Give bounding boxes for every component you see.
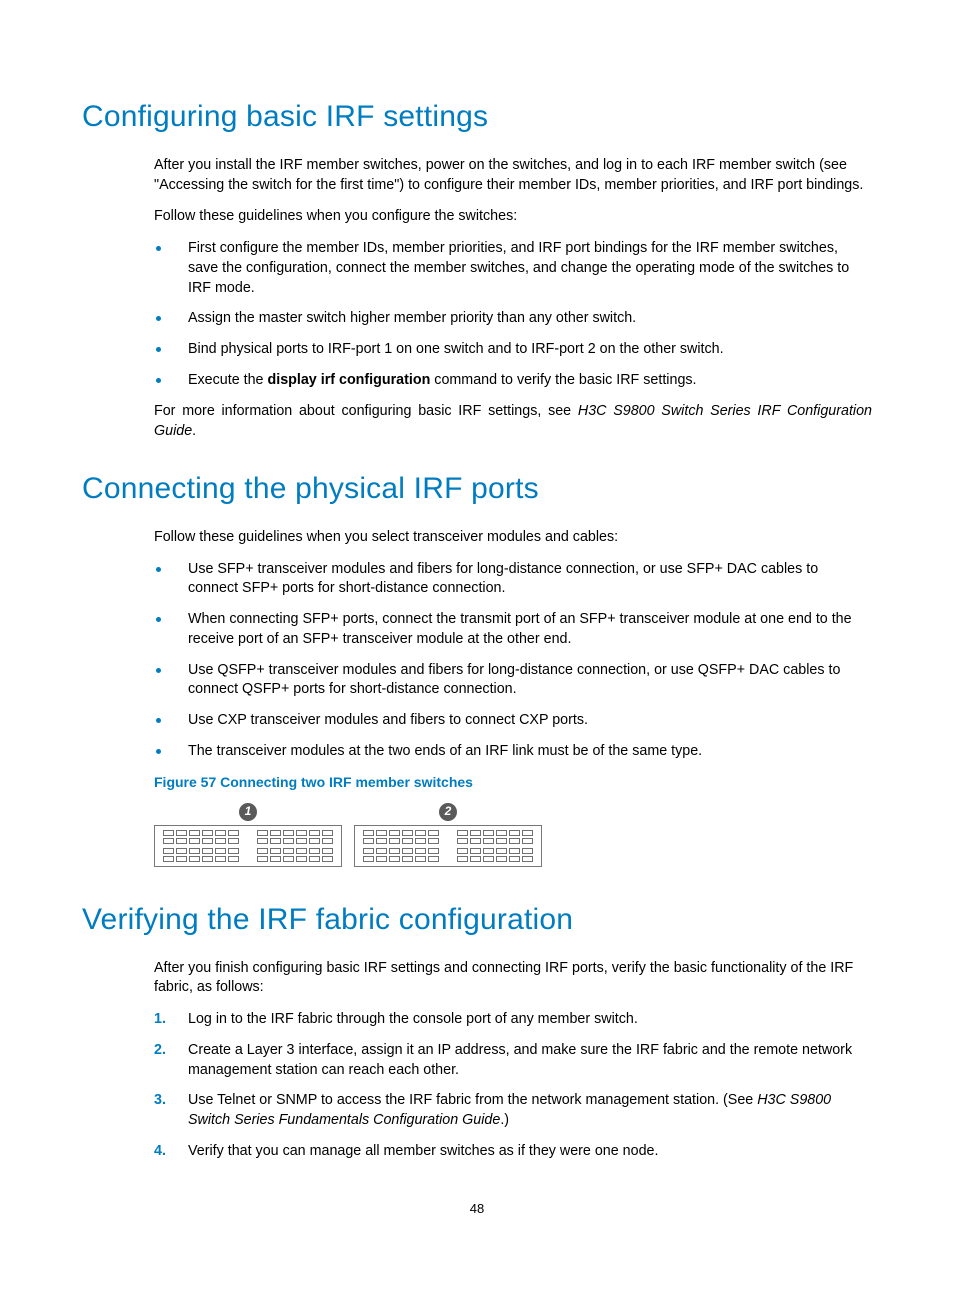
bullet-text-bold: display irf configuration	[267, 372, 430, 388]
section2-bullets: Use SFP+ transceiver modules and fibers …	[154, 560, 872, 762]
section2-body: Follow these guidelines when you select …	[154, 528, 872, 867]
bullet-text: Bind physical ports to IRF-port 1 on one…	[188, 341, 724, 357]
section1-bullets: First configure the member IDs, member p…	[154, 239, 872, 390]
bullet-text: Use SFP+ transceiver modules and fibers …	[188, 561, 818, 597]
bullet-icon	[156, 246, 161, 251]
page-number: 48	[82, 1201, 872, 1216]
bullet-text: When connecting SFP+ ports, connect the …	[188, 611, 852, 647]
moreinfo-post: .	[192, 423, 196, 439]
step-text: Log in to the IRF fabric through the con…	[188, 1011, 638, 1027]
step-item: 3. Use Telnet or SNMP to access the IRF f…	[154, 1091, 872, 1130]
bullet-text: First configure the member IDs, member p…	[188, 240, 849, 295]
bullet-icon	[156, 378, 161, 383]
bullet-icon	[156, 668, 161, 673]
switch-badge: 1	[239, 803, 257, 821]
section3-intro: After you finish configuring basic IRF s…	[154, 959, 872, 998]
step-number: 3.	[154, 1091, 166, 1111]
bullet-text: Use CXP transceiver modules and fibers t…	[188, 712, 588, 728]
section1-intro: After you install the IRF member switche…	[154, 156, 872, 195]
step-text-post: .)	[500, 1112, 509, 1128]
bullet-item: The transceiver modules at the two ends …	[154, 742, 872, 762]
switch: 1	[154, 803, 342, 867]
switch-badge: 2	[439, 803, 457, 821]
section1-moreinfo: For more information about configuring b…	[154, 402, 872, 441]
step-number: 4.	[154, 1142, 166, 1162]
bullet-item: Use CXP transceiver modules and fibers t…	[154, 711, 872, 731]
step-number: 2.	[154, 1041, 166, 1061]
figure-caption: Figure 57 Connecting two IRF member swit…	[154, 773, 872, 792]
bullet-item: Use SFP+ transceiver modules and fibers …	[154, 560, 872, 599]
switch-chassis	[354, 825, 542, 867]
bullet-icon	[156, 718, 161, 723]
bullet-icon	[156, 347, 161, 352]
bullet-icon	[156, 749, 161, 754]
bullet-item: Execute the display irf configuration co…	[154, 371, 872, 391]
step-item: 2. Create a Layer 3 interface, assign it …	[154, 1041, 872, 1080]
bullet-item: Assign the master switch higher member p…	[154, 309, 872, 329]
step-text: Create a Layer 3 interface, assign it an…	[188, 1042, 852, 1078]
bullet-text: Assign the master switch higher member p…	[188, 310, 636, 326]
figure-57: 12	[154, 803, 872, 867]
bullet-item: Bind physical ports to IRF-port 1 on one…	[154, 340, 872, 360]
step-text: Verify that you can manage all member sw…	[188, 1143, 658, 1159]
heading-verifying: Verifying the IRF fabric configuration	[82, 903, 872, 937]
bullet-icon	[156, 617, 161, 622]
heading-connecting: Connecting the physical IRF ports	[82, 472, 872, 506]
bullet-text-prefix: Execute the	[188, 372, 267, 388]
step-item: 1. Log in to the IRF fabric through the c…	[154, 1010, 872, 1030]
bullet-icon	[156, 567, 161, 572]
step-item: 4. Verify that you can manage all member …	[154, 1142, 872, 1162]
step-text-pre: Use Telnet or SNMP to access the IRF fab…	[188, 1092, 757, 1108]
bullet-icon	[156, 316, 161, 321]
bullet-item: Use QSFP+ transceiver modules and fibers…	[154, 661, 872, 700]
heading-configuring: Configuring basic IRF settings	[82, 100, 872, 134]
step-number: 1.	[154, 1010, 166, 1030]
moreinfo-pre: For more information about configuring b…	[154, 403, 578, 419]
switch-chassis	[154, 825, 342, 867]
bullet-text: Use QSFP+ transceiver modules and fibers…	[188, 662, 840, 698]
section3-body: After you finish configuring basic IRF s…	[154, 959, 872, 1162]
bullet-text: The transceiver modules at the two ends …	[188, 743, 702, 759]
bullet-item: When connecting SFP+ ports, connect the …	[154, 610, 872, 649]
bullet-text-suffix: command to verify the basic IRF settings…	[430, 372, 696, 388]
section1-guidelines-lead: Follow these guidelines when you configu…	[154, 207, 872, 227]
switch: 2	[354, 803, 542, 867]
bullet-item: First configure the member IDs, member p…	[154, 239, 872, 298]
section3-steps: 1. Log in to the IRF fabric through the c…	[154, 1010, 872, 1161]
section1-body: After you install the IRF member switche…	[154, 156, 872, 442]
section2-lead: Follow these guidelines when you select …	[154, 528, 872, 548]
